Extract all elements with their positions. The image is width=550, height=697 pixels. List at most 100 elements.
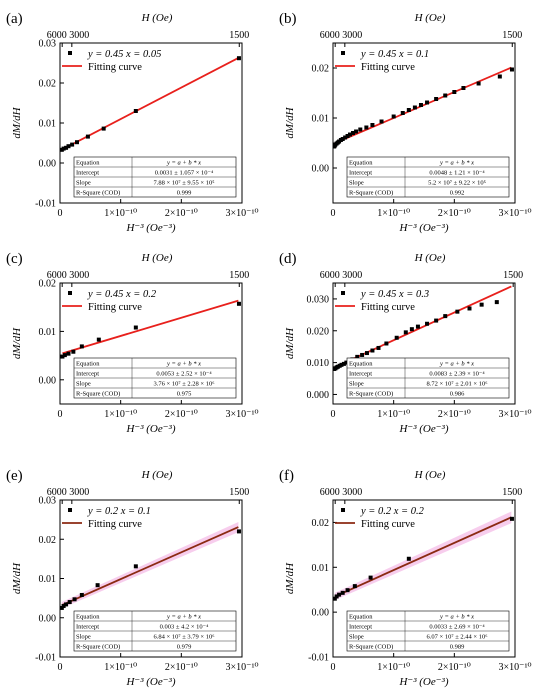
- table-value: y = a + b * x: [166, 361, 201, 368]
- plot-frame: [332, 282, 516, 405]
- top-tick-label: 6000 3000: [47, 30, 90, 41]
- table-label: R-Square (COD): [349, 391, 393, 398]
- data-point: [443, 93, 448, 98]
- panel-label: (b): [279, 11, 297, 27]
- x-tick-label: 1×10⁻¹⁰: [104, 409, 137, 420]
- y-tick-label: 0.030: [307, 294, 330, 305]
- x-tick-label: 1×10⁻¹⁰: [377, 409, 410, 420]
- top-axis-title: H (Oe): [141, 469, 173, 481]
- plot-data: [60, 521, 241, 610]
- top-tick-label: 6000 3000: [320, 30, 363, 41]
- data-point: [494, 300, 499, 305]
- y-axis-label: dM/dH: [284, 106, 296, 138]
- data-point: [425, 100, 430, 105]
- chart-panel: (c) H (Oe) 6000 3000 1500 0.00 0.01 0.02 0 1×10⁻…: [6, 251, 258, 435]
- table-label: Slope: [349, 180, 364, 187]
- table-value: 0.0031 ± 1.057 × 10⁻⁴: [155, 170, 214, 177]
- data-point: [236, 56, 241, 61]
- y-tick-label: 0.01: [39, 327, 57, 338]
- table-value: y = a + b * x: [439, 160, 474, 167]
- data-point: [66, 144, 71, 149]
- y-axis-label: dM/dH: [11, 327, 23, 359]
- top-axis-title: H (Oe): [414, 252, 446, 264]
- data-point: [476, 81, 481, 86]
- x-tick-label: 3×10⁻¹⁰: [499, 208, 532, 219]
- x-tick-label: 2×10⁻¹⁰: [165, 208, 198, 219]
- data-point: [236, 301, 241, 306]
- table-value: 0.999: [177, 190, 192, 197]
- data-point: [394, 335, 399, 340]
- data-point: [334, 594, 339, 599]
- x-tick-label: 3×10⁻¹⁰: [499, 409, 532, 420]
- data-point: [79, 344, 84, 349]
- data-point: [96, 337, 101, 342]
- data-point: [415, 324, 420, 329]
- table-label: Equation: [76, 160, 100, 167]
- y-tick-label: 0.02: [39, 79, 57, 90]
- table-label: Intercept: [76, 170, 99, 177]
- x-tick-label: 1×10⁻¹⁰: [104, 208, 137, 219]
- x-tick-label: 0: [331, 409, 336, 420]
- data-point: [379, 119, 384, 124]
- data-point: [355, 354, 360, 359]
- data-point: [66, 351, 71, 356]
- y-tick-label: 0.00: [312, 608, 330, 619]
- table-value: 0.0053 ± 2.52 × 10⁻⁴: [156, 371, 212, 378]
- y-tick-label: 0.02: [39, 279, 57, 290]
- table-label: R-Square (COD): [76, 391, 120, 398]
- table-label: Intercept: [349, 371, 372, 378]
- top-tick-label: 6000 3000: [320, 270, 363, 281]
- chart-panel: (e) H (Oe) 6000 3000 1500 -0.01 0.00 0.01 0.02 0…: [6, 468, 258, 688]
- legend-series-label: y = 0.2 x = 0.2: [360, 506, 425, 517]
- table-label: R-Square (COD): [349, 190, 393, 197]
- data-point: [412, 105, 417, 110]
- data-point: [345, 134, 350, 138]
- y-tick-label: 0.01: [39, 574, 57, 585]
- data-point: [343, 135, 348, 140]
- data-point: [384, 341, 389, 346]
- y-axis-label: dM/dH: [11, 106, 23, 138]
- table-value: 3.76 × 10⁷ ± 2.28 × 10⁶: [154, 381, 215, 388]
- table-label: Intercept: [76, 371, 99, 378]
- y-tick-label: 0.020: [307, 326, 330, 337]
- chart-panel: (f) H (Oe) 6000 3000 1500 -0.01 0.00 0.01 0.02 0…: [279, 468, 531, 688]
- x-axis-label: H⁻³ (Oe⁻³): [125, 222, 175, 234]
- data-point: [509, 67, 514, 72]
- legend-fit-label: Fitting curve: [88, 302, 142, 313]
- legend-series-label: y = 0.45 x = 0.2: [87, 289, 157, 300]
- x-tick-label: 0: [58, 409, 63, 420]
- top-axis-title: H (Oe): [141, 12, 173, 24]
- data-point: [376, 345, 381, 350]
- table-value: y = a + b * x: [166, 160, 201, 167]
- y-axis-label: dM/dH: [284, 327, 296, 359]
- y-tick-label: 0.000: [307, 390, 330, 401]
- table-label: Equation: [76, 361, 100, 368]
- data-point: [133, 325, 138, 330]
- x-axis-label: H⁻³ (Oe⁻³): [125, 676, 175, 688]
- top-tick-label: 1500: [502, 487, 522, 498]
- x-tick-label: 2×10⁻¹⁰: [438, 208, 471, 219]
- data-point: [364, 125, 369, 130]
- table-label: R-Square (COD): [76, 644, 120, 651]
- x-axis-label: H⁻³ (Oe⁻³): [398, 423, 448, 435]
- data-point: [85, 134, 90, 139]
- x-tick-label: 1×10⁻¹⁰: [377, 662, 410, 673]
- data-point: [133, 564, 138, 569]
- legend-marker: [341, 51, 345, 55]
- data-point: [443, 314, 448, 319]
- data-point: [339, 362, 344, 367]
- legend-fit-label: Fitting curve: [361, 519, 415, 530]
- data-point: [400, 111, 405, 115]
- y-tick-label: -0.01: [308, 653, 329, 664]
- y-tick-label: 0.00: [39, 159, 57, 170]
- panel-label: (c): [6, 251, 23, 267]
- y-tick-label: 0.010: [307, 358, 330, 369]
- data-point: [434, 97, 439, 101]
- table-value: 0.986: [450, 391, 465, 398]
- legend-marker: [68, 51, 72, 55]
- y-tick-label: 0.01: [39, 119, 57, 130]
- table-label: Slope: [349, 634, 364, 641]
- table-value: 0.0048 ± 1.21 × 10⁻⁴: [429, 170, 485, 177]
- top-axis-title: H (Oe): [414, 12, 446, 24]
